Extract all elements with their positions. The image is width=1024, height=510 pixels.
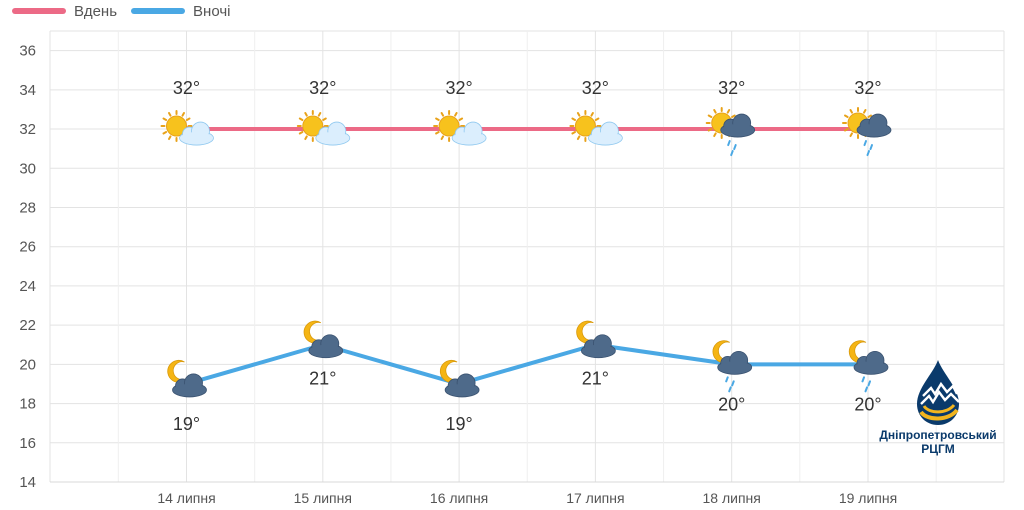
brand-name-line1: Дніпропетровський (879, 428, 997, 442)
grid: 14 16 18 20 22 24 26 28 30 32 34 36 14 липня 15 липня… (19, 30, 1005, 506)
legend-night[interactable]: Вночі (131, 3, 230, 20)
night-data-label: 21° (309, 369, 336, 389)
night-data-label: 21° (582, 369, 609, 389)
x-tick-label: 17 липня (566, 490, 624, 506)
sun-rain-cloud-icon (842, 107, 892, 157)
y-tick-label: 34 (19, 82, 36, 99)
brand-name-line2: РЦГМ (921, 442, 955, 456)
sun-cloud-icon (160, 110, 214, 146)
sun-rain-cloud-icon (705, 107, 756, 157)
moon-cloud-icon (167, 359, 207, 398)
night-data-label: 20° (854, 394, 881, 414)
y-tick-label: 24 (19, 278, 36, 295)
legend-day[interactable]: Вдень (12, 3, 117, 20)
y-tick-label: 14 (19, 474, 36, 491)
drop-logo-icon (917, 360, 960, 425)
x-tick-label: 14 липня (157, 490, 215, 506)
moon-rain-cloud-icon (712, 340, 753, 393)
y-tick-label: 16 (19, 435, 36, 452)
moon-cloud-icon (576, 320, 616, 359)
legend-day-swatch (12, 8, 66, 14)
x-tick-label: 18 липня (703, 490, 761, 506)
day-data-label: 32° (445, 78, 472, 98)
night-series-line (185, 342, 868, 386)
legend-night-swatch (131, 8, 186, 14)
moon-rain-cloud-icon (848, 340, 889, 393)
y-tick-label: 20 (19, 356, 36, 373)
y-tick-label: 22 (19, 317, 36, 334)
day-data-label: 32° (309, 78, 336, 98)
night-data-label: 19° (445, 414, 472, 434)
x-tick-label: 15 липня (294, 490, 352, 506)
day-data-label: 32° (173, 78, 200, 98)
sun-cloud-icon (569, 110, 623, 146)
y-tick-label: 36 (19, 43, 36, 60)
day-data-label: 32° (718, 78, 745, 98)
y-tick-label: 26 (19, 239, 36, 256)
x-tick-label: 19 липня (839, 490, 897, 506)
y-tick-label: 28 (19, 199, 36, 216)
sun-cloud-icon (296, 110, 351, 146)
moon-cloud-icon (303, 320, 344, 359)
legend-day-label: Вдень (74, 2, 118, 20)
brand-logo-block: Дніпропетровський РЦГМ (868, 358, 1008, 456)
night-data-label: 19° (173, 414, 200, 434)
day-data-label: 32° (854, 78, 881, 98)
y-tick-label: 32 (19, 121, 36, 138)
chart-legend: Вдень Вночі (12, 0, 230, 22)
sun-cloud-icon (433, 110, 487, 146)
moon-cloud-icon (439, 359, 480, 398)
legend-night-label: Вночі (193, 2, 231, 20)
y-tick-label: 30 (19, 160, 36, 177)
x-tick-label: 16 липня (430, 490, 488, 506)
night-data-label: 20° (718, 394, 745, 414)
day-data-label: 32° (582, 78, 609, 98)
y-tick-label: 18 (19, 396, 36, 413)
